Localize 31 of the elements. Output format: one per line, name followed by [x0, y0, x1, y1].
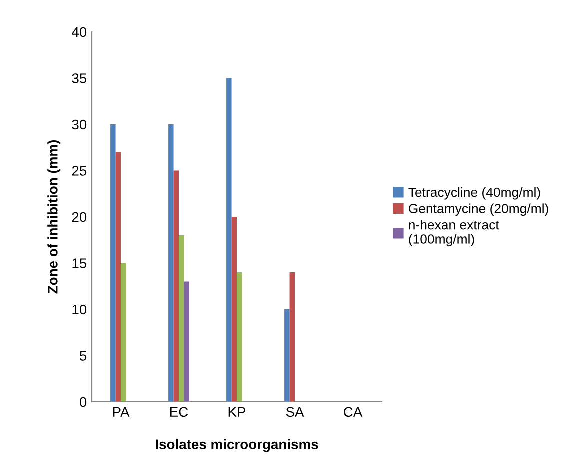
x-axis-title: Isolates microorganisms: [156, 439, 318, 452]
bar: [284, 310, 290, 402]
y-tick-label: 40: [72, 27, 87, 38]
y-tick-label: 25: [72, 166, 87, 176]
bar: [168, 124, 174, 402]
legend-label: n-hexan extract (100mg/ml): [409, 220, 500, 247]
bar: [174, 170, 179, 402]
y-tick-label: 5: [80, 351, 87, 361]
y-tick-label: 20: [72, 212, 87, 222]
x-tick-label: CA: [344, 407, 363, 418]
bar: [237, 272, 242, 402]
y-tick-label: 35: [72, 74, 87, 84]
bar: [290, 272, 295, 402]
y-tick-label: 10: [72, 304, 87, 315]
bar: [184, 282, 190, 402]
bar: [116, 152, 121, 402]
x-tick-label: KP: [228, 407, 246, 417]
bar: [110, 124, 116, 402]
bar: [232, 217, 237, 402]
y-tick-label: 0: [80, 397, 87, 408]
bar: [226, 78, 232, 402]
y-axis-title: Zone of inhibition (mm): [48, 140, 61, 294]
bar: [179, 236, 184, 402]
y-tick-label: 30: [72, 120, 87, 130]
y-tick-label: 15: [72, 258, 87, 268]
bar: [121, 263, 126, 402]
legend-label: Gentamycine (20mg/ml): [409, 204, 548, 216]
x-tick-label: SA: [286, 407, 304, 418]
x-tick-label: PA: [113, 407, 130, 417]
x-tick-label: EC: [170, 407, 188, 418]
legend-label: Tetracycline (40mg/ml): [408, 187, 540, 200]
